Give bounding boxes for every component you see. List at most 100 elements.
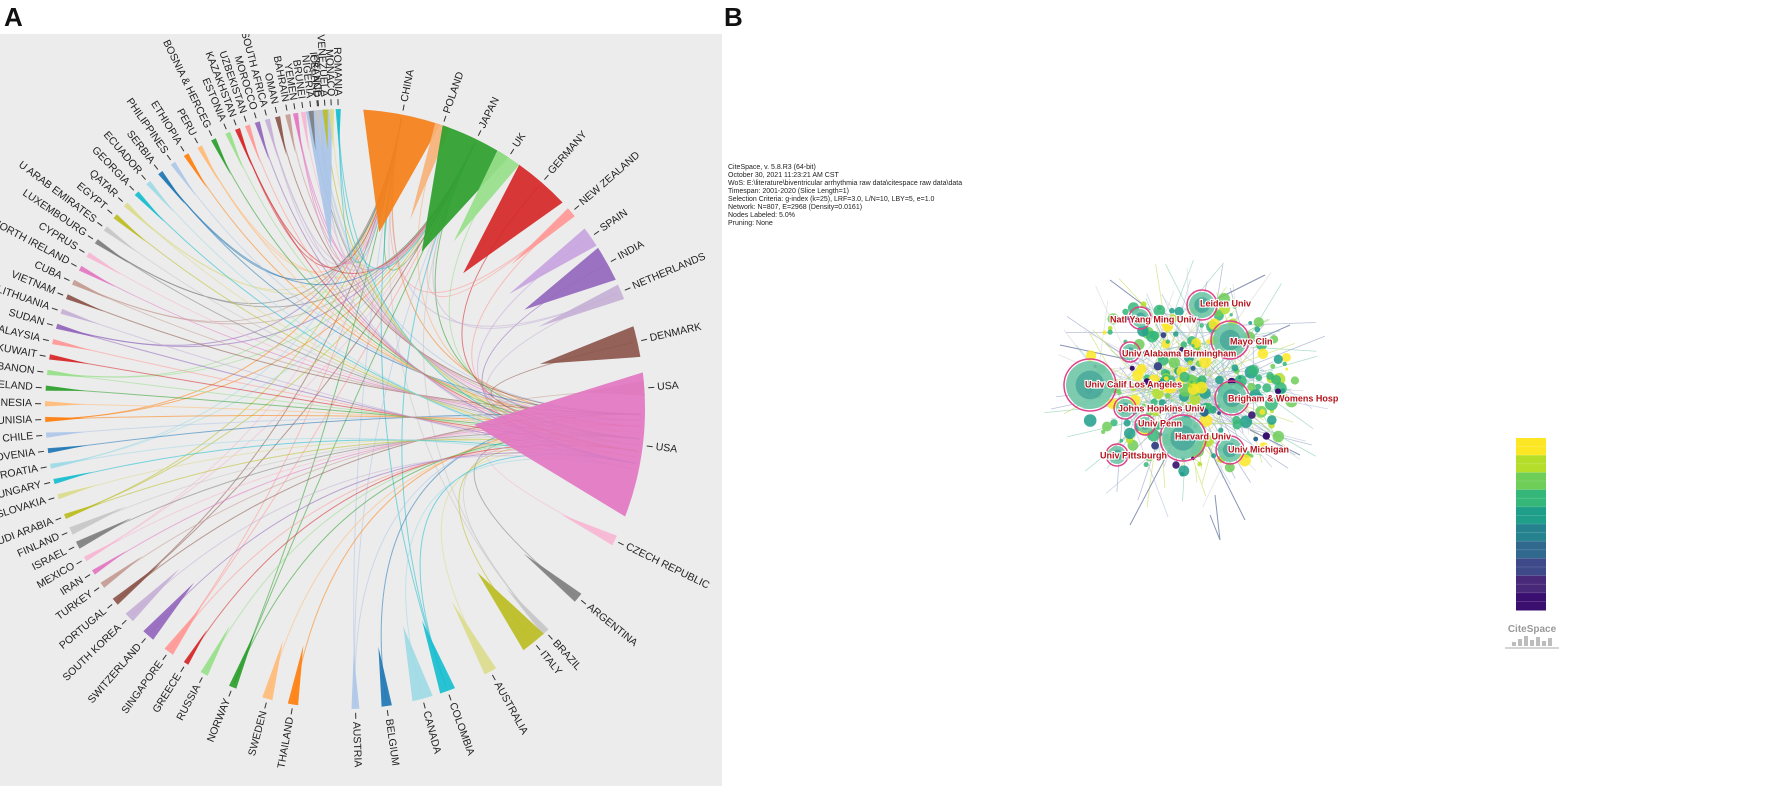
network-edge	[1214, 494, 1221, 541]
network-node	[1171, 382, 1177, 388]
network-node	[1215, 375, 1224, 385]
country-tick	[448, 694, 452, 701]
country-segment	[538, 284, 625, 327]
country-segment	[65, 294, 104, 312]
country-tick	[574, 205, 580, 210]
country-segment	[328, 109, 334, 150]
network-node	[1273, 354, 1283, 364]
country-segment	[200, 625, 230, 676]
country-label: IRELAND	[0, 378, 34, 393]
labeled-node-ring	[1128, 306, 1152, 330]
country-segment	[125, 568, 180, 622]
country-tick	[141, 638, 146, 644]
country-segment	[94, 239, 130, 264]
network-node	[1151, 441, 1159, 450]
network-node	[1169, 307, 1175, 314]
logo-bar	[1524, 636, 1528, 646]
network-node	[1124, 427, 1136, 440]
country-tick	[68, 546, 75, 551]
labeled-node-core	[1219, 329, 1241, 351]
network-node	[1211, 453, 1217, 459]
country-tick	[63, 277, 70, 281]
country-tick	[153, 164, 159, 170]
node-label: Mayo Clin	[1230, 336, 1273, 346]
country-segment	[254, 121, 269, 161]
country-segment	[451, 601, 497, 675]
country-segment	[225, 131, 244, 170]
network-node	[1255, 374, 1263, 382]
network-node	[1190, 365, 1196, 371]
country-tick	[79, 248, 85, 253]
network-node	[1218, 293, 1230, 305]
network-node	[1147, 429, 1160, 442]
labeled-node-ring	[1210, 320, 1250, 360]
country-tick	[93, 587, 100, 592]
country-label: NIGERIA	[299, 54, 316, 98]
country-tick	[274, 106, 278, 113]
country-segment	[422, 620, 455, 694]
network-node	[1267, 415, 1277, 425]
country-segment	[292, 112, 303, 153]
legend-swatch	[1516, 592, 1546, 611]
country-segment	[86, 252, 123, 276]
network-node	[1254, 326, 1261, 333]
country-tick	[646, 445, 653, 448]
country-tick	[180, 666, 185, 673]
country-segment	[421, 125, 509, 252]
network-node	[1285, 367, 1289, 371]
country-tick	[36, 434, 43, 437]
network-edge	[1177, 369, 1260, 380]
country-segment	[505, 587, 549, 635]
network-node	[1179, 346, 1184, 352]
country-segment	[262, 640, 283, 701]
country-tick	[301, 101, 304, 109]
network-node	[1271, 375, 1281, 385]
country-segment	[75, 518, 132, 549]
country-segment	[300, 111, 309, 152]
network-node	[1269, 335, 1279, 344]
network-node	[1239, 415, 1253, 428]
country-segment	[524, 247, 616, 310]
country-segment	[183, 629, 208, 665]
network-node	[1178, 465, 1190, 477]
network-node	[1258, 442, 1269, 453]
country-segment	[53, 471, 93, 485]
network-node	[1199, 355, 1212, 368]
labeled-node-ring	[1214, 380, 1250, 416]
country-tick	[87, 235, 94, 240]
country-tick	[162, 654, 167, 661]
network-node	[1187, 401, 1192, 406]
metadata-line: Network: N=807, E=2968 (Density=0.0161)	[728, 204, 863, 211]
network-node	[1281, 352, 1291, 362]
network-edge	[1194, 465, 1198, 483]
network-node	[1140, 301, 1147, 308]
country-segment	[92, 550, 127, 575]
country-segment	[560, 514, 617, 546]
network-node	[1153, 362, 1163, 371]
network-node	[1172, 461, 1180, 469]
country-segment	[143, 582, 195, 640]
labeled-node-ring	[1105, 443, 1129, 467]
network-node	[1153, 304, 1166, 317]
country-segment	[45, 385, 86, 391]
country-segment	[134, 191, 165, 222]
network-node	[1129, 365, 1135, 371]
country-segment	[50, 458, 90, 469]
labeled-node-ring	[1119, 341, 1141, 363]
country-segment	[45, 416, 86, 423]
country-label: TUNISIA	[0, 414, 32, 427]
country-label: VENEZUELA	[314, 34, 330, 97]
country-segment	[275, 116, 287, 156]
network-node	[1163, 376, 1169, 381]
network-node	[1102, 330, 1107, 335]
node-label: Johns Hopkins Univ	[1118, 403, 1205, 413]
network-node	[1130, 384, 1137, 392]
country-segment	[183, 153, 208, 189]
country-tick	[121, 619, 127, 625]
network-node	[1150, 398, 1158, 406]
country-segment	[378, 646, 392, 707]
metadata-line: Selection Criteria: g-index (k=25), LRF=…	[728, 196, 935, 203]
network-node	[1255, 383, 1262, 390]
country-segment	[123, 202, 155, 232]
